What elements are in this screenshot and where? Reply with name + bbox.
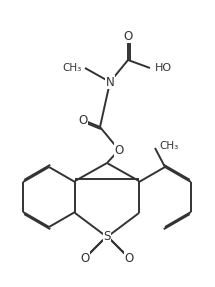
- Text: O: O: [114, 144, 124, 156]
- Text: O: O: [123, 30, 133, 42]
- Text: S: S: [103, 230, 111, 243]
- Text: O: O: [124, 251, 134, 265]
- Text: CH₃: CH₃: [63, 63, 82, 73]
- Text: HO: HO: [155, 63, 172, 73]
- Text: O: O: [80, 251, 90, 265]
- Text: N: N: [106, 75, 114, 88]
- Text: CH₃: CH₃: [159, 141, 178, 151]
- Text: O: O: [78, 113, 88, 127]
